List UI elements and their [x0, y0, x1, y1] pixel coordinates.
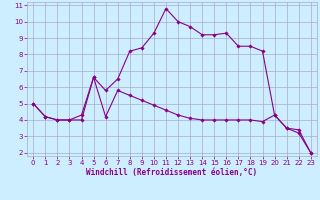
X-axis label: Windchill (Refroidissement éolien,°C): Windchill (Refroidissement éolien,°C): [86, 168, 258, 177]
